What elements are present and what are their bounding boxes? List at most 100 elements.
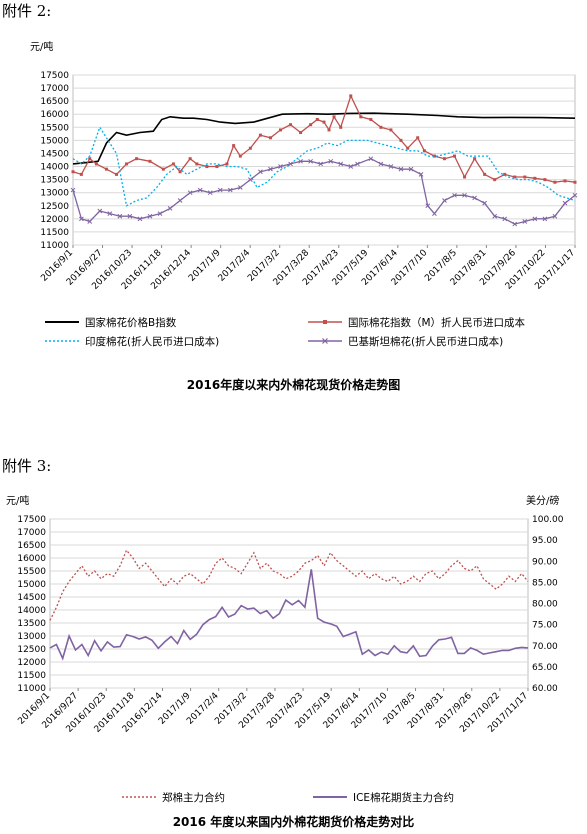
chart1-series-1-point: [483, 172, 487, 176]
chart1-series-3-point: [147, 213, 153, 219]
chart2-series-line-1: [49, 569, 529, 661]
chart1-series-3-point: [248, 177, 253, 182]
chart1-y-tick-label: 11000: [40, 241, 69, 251]
chart1-legend-label-0: 国家棉花价格B指数: [85, 316, 177, 329]
chart1-series-3-point: [552, 213, 558, 219]
chart1-series-1-point: [115, 172, 119, 176]
chart1-series-3-point: [97, 208, 103, 214]
chart2-y2-tick-label: 65.00: [532, 663, 558, 673]
chart1-series-1-point: [178, 170, 182, 174]
chart1-series-1-point: [248, 146, 252, 150]
chart1-series-1-point: [442, 157, 446, 161]
chart1-series-1-point: [205, 165, 209, 169]
attachment-3-heading: 附件 3:: [2, 457, 52, 475]
chart1-legend-label-2: 印度棉花(折人民币进口成本): [85, 335, 219, 348]
attachment-2-heading: 附件 2:: [2, 2, 52, 20]
chart1-series-1-point: [148, 159, 152, 163]
chart1-series-3-point: [298, 158, 303, 164]
chart1-y-tick-label: 17000: [40, 84, 69, 94]
chart1-series-1-point: [299, 131, 303, 135]
chart2-y-tick-label: 12500: [17, 645, 46, 655]
chart2-y-tick-label: 13000: [17, 632, 46, 642]
chart1-series-1-point: [369, 117, 373, 121]
chart2-grid: [49, 518, 529, 689]
chart1-series-3-point: [532, 216, 538, 222]
chart1-series-3-point: [237, 185, 243, 190]
chart1-legend: 国家棉花价格B指数 国际棉花指数（M）折人民币进口成本印度棉花(折人民币进口成本)…: [45, 316, 526, 348]
chart1-series-3-point: [177, 198, 183, 203]
chart1-series-1-point: [453, 154, 457, 158]
chart2-y2-tick-label: 95.00: [532, 536, 558, 546]
chart1-series-3-point: [442, 198, 447, 203]
chart1-y-tick-label: 13000: [40, 189, 69, 199]
chart1-series-1-point: [503, 172, 507, 176]
chart1-series-line-3: [72, 157, 576, 225]
chart1-series-1-point: [135, 157, 139, 161]
chart1-series-3-point: [107, 211, 113, 216]
chart2-y-tick-label: 14500: [17, 593, 46, 603]
chart1-series-1-point: [188, 157, 192, 161]
chart1-plot-frame: [72, 74, 576, 246]
chart2-y-tick-label: 11500: [17, 671, 46, 681]
chart1-series-3-point: [492, 213, 498, 219]
chart1-series-1-point: [215, 165, 219, 169]
chart1-series-1-point: [399, 138, 403, 142]
chart2-y2-tick-label: 85.00: [532, 578, 558, 588]
chart2-y-ticks: 11000 11500 12000 12500 13000 13500 14000 14500…: [17, 515, 46, 694]
chart1-series-1-point: [258, 133, 262, 137]
chart2-y-tick-label: 12000: [17, 658, 46, 668]
chart2-legend-label-1: ICE棉花期货主力合约: [353, 791, 454, 804]
chart1-y-tick-label: 11500: [40, 228, 69, 238]
chart1-series-3-point: [127, 213, 133, 219]
chart2-legend: 郑棉主力合约 ICE棉花期货主力合约: [122, 791, 454, 804]
chart1-series-1-point: [406, 146, 410, 150]
chart1-y-tick-label: 12000: [40, 215, 69, 225]
chart2-y-tick-label: 16000: [17, 554, 46, 564]
chart1-series-3-point: [562, 200, 568, 206]
chart1-series-1-point: [104, 167, 108, 171]
chart1-series-1-point: [473, 157, 477, 161]
chart2-plot-frame: [49, 518, 529, 689]
chart2-y2-tick-label: 70.00: [532, 642, 558, 652]
chart1-series-3-point: [258, 169, 263, 175]
chart1-series-1-point: [533, 176, 537, 180]
chart1-series-1-point: [339, 125, 343, 129]
chart1-grid: [72, 74, 576, 246]
chart2-y-tick-label: 14000: [17, 606, 46, 616]
chart1-series-1-point: [268, 136, 272, 140]
chart1-series-1-point: [79, 172, 83, 176]
chart1-series-1-point: [71, 170, 75, 174]
chart2-y-tick-label: 15000: [17, 580, 46, 590]
chart1-y-tick-label: 14000: [40, 163, 69, 173]
chart1-series-3-point: [70, 187, 76, 193]
chart1-series-1-point: [416, 136, 420, 140]
chart1-series-1-point: [359, 115, 363, 119]
chart1-series-1-point: [232, 144, 236, 148]
chart2-y-tick-label: 15500: [17, 567, 46, 577]
chart1-series-3-point: [278, 164, 283, 169]
chart2-y-tick-label: 11000: [17, 684, 46, 694]
chart1-series-1-point: [315, 117, 319, 121]
chart1-series-line-1: [72, 94, 576, 183]
chart2-series-line-0: [49, 548, 529, 621]
chart1-series: [70, 94, 578, 227]
chart2-x-ticks: 2016/9/12016/9/272016/10/232016/11/18201…: [16, 688, 530, 735]
chart1-series-1-point: [493, 178, 497, 182]
chart1-series-1-point: [422, 149, 426, 153]
chart2-y2-ticks: 60.00 65.00 70.00 75.00 80.00 85.00 90.00 95.00…: [532, 515, 564, 694]
chart1-series-3-point: [462, 192, 467, 198]
chart1-ylabel: 元/吨: [30, 40, 53, 53]
chart1-series-1-point: [553, 180, 557, 184]
chart1-series-1-point: [327, 128, 331, 132]
chart1-series-1-point: [389, 128, 393, 132]
chart1-series-3-point: [502, 216, 508, 222]
chart1-y-tick-label: 16000: [40, 110, 69, 120]
chart1-series-3-point: [542, 216, 548, 222]
chart1-series-3-point: [572, 192, 578, 198]
chart2-y2-tick-label: 100.00: [532, 515, 564, 525]
chart2-y2-tick-label: 75.00: [532, 621, 558, 631]
chart1-y-tick-label: 17500: [40, 71, 69, 81]
chart1-series-1-point: [225, 162, 229, 166]
chart1-series-3-point: [328, 158, 334, 164]
chart1-series-1-point: [195, 162, 199, 166]
